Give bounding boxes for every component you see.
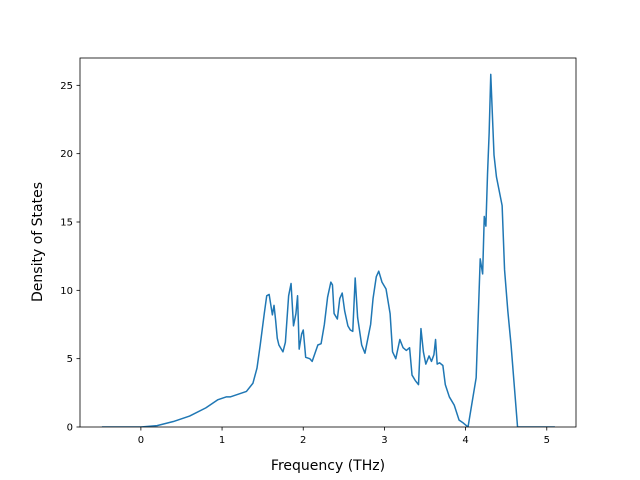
x-tick-label: 3 (381, 435, 387, 446)
x-tick-label: 2 (300, 435, 306, 446)
x-tick-label: 0 (138, 435, 144, 446)
y-tick-label: 5 (67, 354, 73, 365)
axes-frame (79, 57, 577, 428)
y-tick-label: 25 (60, 81, 73, 92)
axes: 0 1 2 3 4 5 0 5 10 15 20 25 (60, 57, 577, 446)
plot-area (101, 73, 555, 427)
y-tick-label: 15 (60, 218, 73, 229)
x-tick-label: 1 (219, 435, 225, 446)
x-tick-label: 4 (462, 435, 468, 446)
x-tick-label: 5 (544, 435, 550, 446)
x-axis-label: Frequency (THz) (271, 458, 385, 474)
y-tick-label: 20 (60, 149, 73, 160)
series-line-0 (101, 73, 555, 427)
y-axis-label: Density of States (30, 182, 46, 302)
y-tick-label: 0 (67, 423, 73, 434)
y-tick-label: 10 (60, 286, 73, 297)
